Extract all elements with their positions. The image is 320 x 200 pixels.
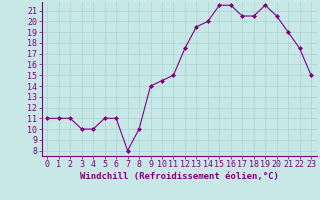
X-axis label: Windchill (Refroidissement éolien,°C): Windchill (Refroidissement éolien,°C): [80, 172, 279, 181]
